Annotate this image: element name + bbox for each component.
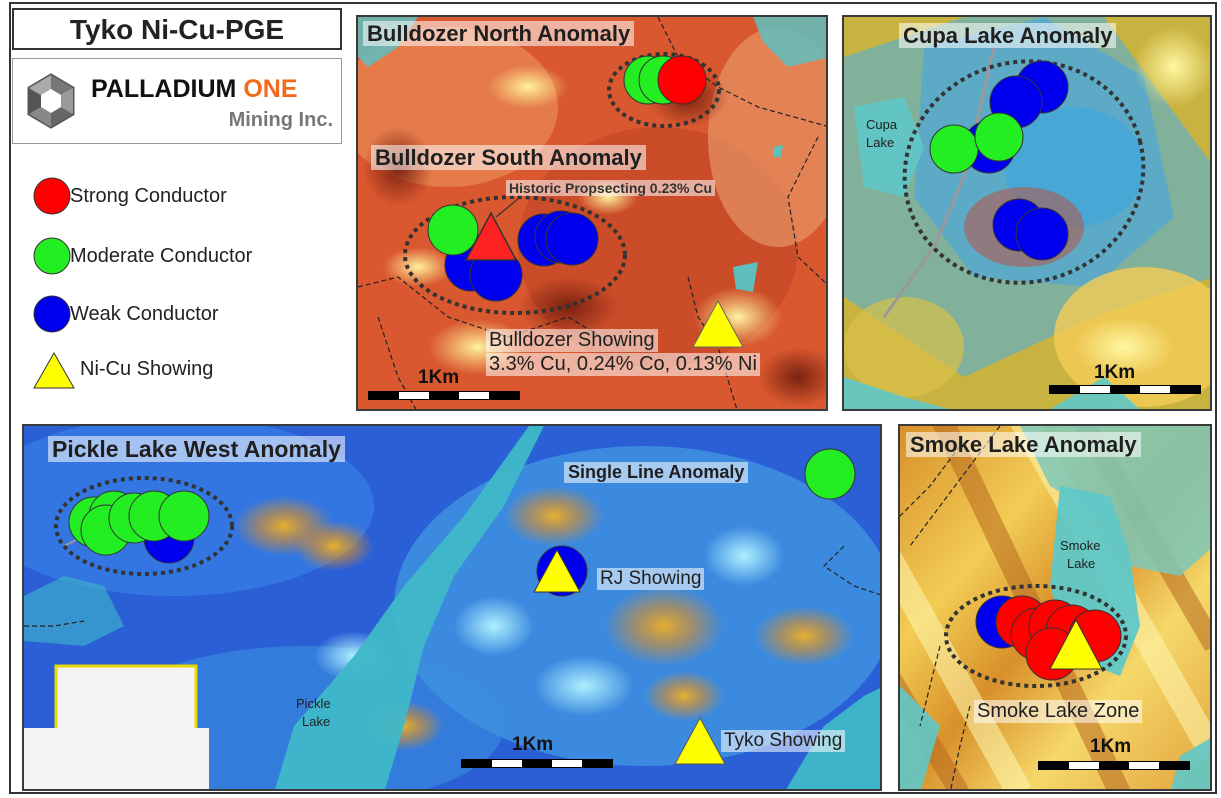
pickle-lake-label-line2: Lake [302, 714, 331, 729]
cupa-map-background [844, 17, 1210, 409]
legend-item-weak [32, 294, 72, 334]
company-logo: PALLADIUM ONE Mining Inc. [12, 58, 342, 144]
smoke-title: Smoke Lake Anomaly [906, 432, 1141, 458]
smoke-scale-label: 1Km [1090, 736, 1132, 757]
legend-item-moderate [32, 236, 72, 276]
green-circle-icon [33, 237, 71, 275]
cupa-scale-label: 1Km [1094, 362, 1136, 383]
logo-subtitle: Mining Inc. [228, 109, 333, 131]
single-line-anomaly-label: Single Line Anomaly [564, 462, 749, 483]
cupa-lake-label-line2: Lake [866, 135, 895, 150]
smoke-lake-zone-label: Smoke Lake Zone [974, 700, 1143, 723]
smoke-lake-map-panel: Smoke Lake Anomaly Smoke Lake Smoke Lake… [898, 424, 1212, 791]
map-title: Tyko Ni-Cu-PGE [69, 14, 285, 45]
bulldozer-scale-bar [368, 391, 520, 400]
cupa-title: Cupa Lake Anomaly [899, 23, 1117, 49]
bulldozer-south-title: Bulldozer South Anomaly [371, 145, 646, 171]
logo-name: PALLADIUM ONE [91, 75, 298, 104]
bulldozer-showing-label: Bulldozer Showing [486, 329, 658, 352]
bulldozer-map-panel: Bulldozer North Anomaly Bulldozer South … [356, 15, 828, 411]
legend-item-strong [32, 176, 72, 216]
historic-prospecting-label: Historic Propsecting 0.23% Cu [506, 180, 716, 196]
legend-label-moderate: Moderate Conductor [70, 245, 253, 267]
bulldozer-north-title: Bulldozer North Anomaly [363, 21, 635, 47]
pickle-title: Pickle Lake West Anomaly [48, 436, 345, 463]
rj-showing-label: RJ Showing [597, 568, 705, 590]
blue-circle-icon [33, 295, 71, 333]
cupa-scale-bar [1049, 385, 1201, 394]
yellow-triangle-icon [33, 351, 75, 389]
cupa-lake-map-panel: Cupa Lake Anomaly Cupa Lake 1Km [842, 15, 1212, 411]
smoke-map-background [900, 426, 1210, 789]
pickle-lake-map-panel: Pickle Lake West Anomaly Single Line Ano… [22, 424, 882, 791]
legend-label-showing: Ni-Cu Showing [80, 358, 214, 380]
smoke-lake-label-line2: Lake [1067, 556, 1096, 571]
pickle-scale-label: 1Km [512, 734, 554, 755]
smoke-lake-label-line1: Smoke [1060, 538, 1101, 553]
pickle-lake-label-line1: Pickle [296, 696, 331, 711]
cupa-lake-label-line1: Cupa [866, 117, 898, 132]
map-frame [9, 2, 1217, 794]
smoke-scale-bar [1038, 761, 1190, 770]
legend-label-strong: Strong Conductor [70, 185, 227, 207]
legend-item-showing [32, 350, 76, 390]
aperture-logo-icon [27, 73, 75, 129]
legend-label-weak: Weak Conductor [70, 303, 219, 325]
title-box: Tyko Ni-Cu-PGE [12, 8, 342, 50]
pickle-scale-bar [461, 759, 613, 768]
logo-name-part2: ONE [243, 75, 298, 103]
logo-name-part1: PALLADIUM [91, 75, 237, 103]
red-circle-icon [33, 177, 71, 215]
bulldozer-showing-grade: 3.3% Cu, 0.24% Co, 0.13% Ni [486, 353, 760, 376]
tyko-showing-label: Tyko Showing [721, 730, 846, 752]
bulldozer-scale-label: 1Km [418, 367, 460, 388]
